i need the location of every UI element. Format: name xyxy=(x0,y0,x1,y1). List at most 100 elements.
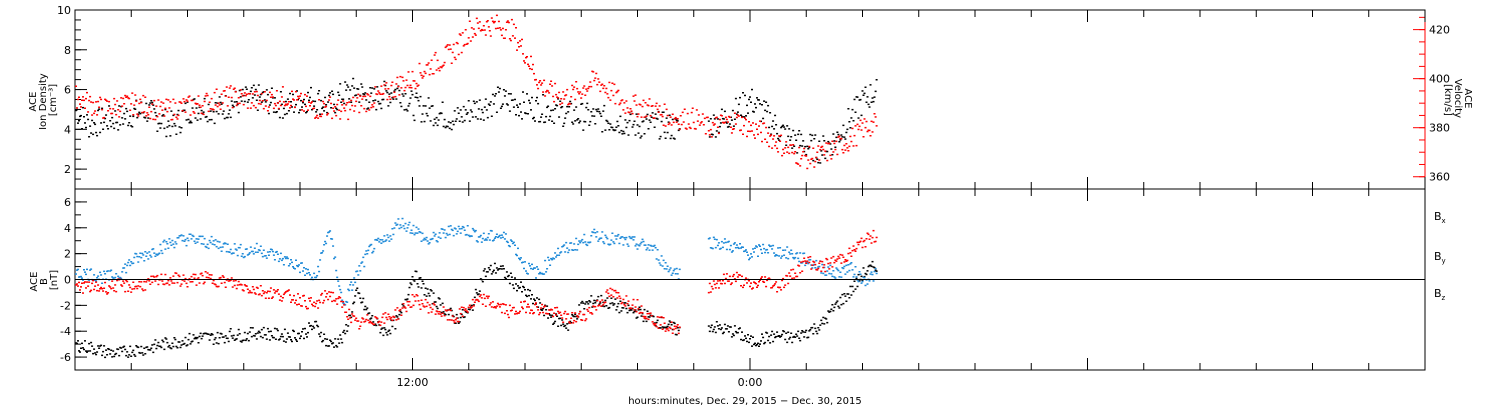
by-point xyxy=(383,235,386,237)
density-point xyxy=(659,135,662,138)
velocity-point xyxy=(786,151,789,153)
velocity-point xyxy=(549,83,552,85)
bx-point xyxy=(811,326,814,329)
by-point xyxy=(145,255,148,257)
bx-point xyxy=(514,277,516,279)
bx-point xyxy=(632,311,635,314)
by-point xyxy=(414,232,417,234)
velocity-point xyxy=(658,105,661,107)
velocity-point xyxy=(666,114,669,117)
velocity-point xyxy=(444,46,447,49)
bz-point xyxy=(736,276,739,278)
velocity-point xyxy=(101,108,104,111)
by-point xyxy=(855,276,858,278)
bx-point xyxy=(677,329,680,332)
velocity-point xyxy=(768,145,771,148)
density-point xyxy=(870,101,873,103)
bx-point xyxy=(616,305,619,308)
velocity-point xyxy=(657,111,660,113)
by-point xyxy=(673,268,676,270)
velocity-point xyxy=(733,112,736,114)
bx-point xyxy=(723,323,726,326)
by-point xyxy=(380,242,383,244)
density-point xyxy=(311,108,313,111)
by-point xyxy=(120,277,123,280)
bz-point xyxy=(231,286,234,288)
velocity-point xyxy=(860,129,863,131)
by-point xyxy=(275,250,278,253)
bz-point xyxy=(432,302,435,305)
velocity-point xyxy=(771,147,774,149)
bz-point xyxy=(462,306,465,309)
bx-point xyxy=(819,324,822,326)
density-point xyxy=(725,122,728,124)
velocity-point xyxy=(314,117,317,119)
velocity-point xyxy=(694,128,697,130)
bz-point xyxy=(801,270,804,272)
by-point xyxy=(77,268,79,271)
density-point xyxy=(442,125,445,128)
density-point xyxy=(291,106,293,108)
by-point xyxy=(209,241,212,244)
bz-point xyxy=(563,312,566,315)
bz-point xyxy=(447,309,450,311)
bx-point xyxy=(625,307,628,310)
bz-point xyxy=(824,270,827,273)
by-point xyxy=(770,245,773,247)
density-point xyxy=(455,118,458,120)
density-point xyxy=(567,111,570,113)
by-point xyxy=(787,257,790,260)
bz-point xyxy=(848,247,851,250)
velocity-point xyxy=(602,87,605,90)
density-point xyxy=(620,129,623,132)
density-point xyxy=(776,132,779,135)
density-point xyxy=(609,123,612,125)
bx-point xyxy=(243,331,246,334)
bz-point xyxy=(327,298,330,301)
bx-point xyxy=(308,322,310,324)
velocity-point xyxy=(675,121,678,123)
velocity-point xyxy=(538,81,541,84)
bx-point xyxy=(673,322,676,325)
velocity-point xyxy=(301,109,303,111)
bx-point xyxy=(558,317,561,320)
bx-point xyxy=(76,342,78,345)
bx-point xyxy=(800,332,803,334)
bx-point xyxy=(850,294,853,296)
density-point xyxy=(603,104,606,107)
density-point xyxy=(393,90,396,92)
by-point xyxy=(515,253,517,256)
velocity-point xyxy=(601,83,604,85)
bx-point xyxy=(519,286,521,289)
velocity-point xyxy=(729,126,732,128)
velocity-point xyxy=(579,91,582,93)
bz-point xyxy=(240,284,243,286)
density-point xyxy=(411,93,414,96)
density-point xyxy=(642,120,645,122)
velocity-point xyxy=(817,145,820,147)
bx-point xyxy=(270,335,273,337)
velocity-point xyxy=(427,62,430,64)
bx-point xyxy=(866,270,869,272)
bz-point xyxy=(481,303,484,305)
by-point xyxy=(830,273,833,275)
velocity-point xyxy=(772,138,775,140)
velocity-point xyxy=(770,134,773,136)
bz-point xyxy=(562,321,565,323)
by-point xyxy=(664,262,667,264)
velocity-point xyxy=(161,109,164,111)
bz-point xyxy=(333,299,336,302)
bz-point xyxy=(80,286,82,288)
velocity-point xyxy=(410,87,413,89)
bx-point xyxy=(78,350,80,352)
bz-point xyxy=(632,298,635,301)
bx-point xyxy=(197,342,200,344)
by-point xyxy=(124,263,127,265)
density-point xyxy=(387,105,390,107)
bz-point xyxy=(819,260,822,262)
density-point xyxy=(873,96,876,98)
bz-point xyxy=(296,303,298,306)
by-point xyxy=(863,276,866,279)
bx-point xyxy=(854,288,857,290)
velocity-point xyxy=(115,113,118,116)
